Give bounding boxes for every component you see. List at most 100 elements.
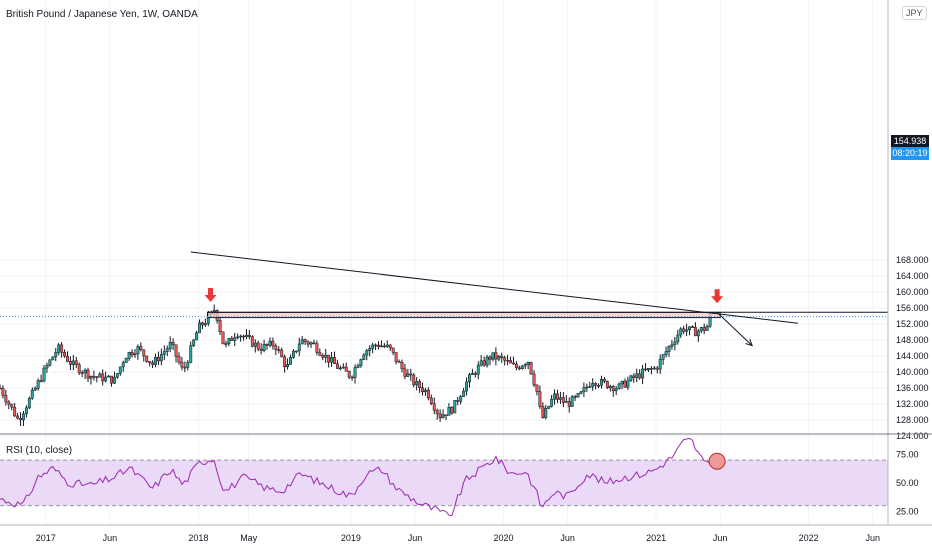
candle-body xyxy=(104,376,108,382)
rsi-band xyxy=(0,459,888,507)
candle-body xyxy=(42,367,46,382)
candle-body xyxy=(306,341,310,345)
resistance-zone xyxy=(207,311,721,319)
candle-body xyxy=(617,383,621,389)
candle-body xyxy=(359,359,363,367)
candle-body xyxy=(242,335,245,338)
candle-body xyxy=(362,354,366,360)
candle-body xyxy=(667,346,671,352)
y-tick-label: 148.000 xyxy=(896,335,929,345)
candle-body xyxy=(271,340,275,347)
candle-body xyxy=(673,341,677,345)
candle-body xyxy=(80,372,84,374)
candle-body xyxy=(421,387,424,393)
candle-body xyxy=(512,362,515,365)
x-tick-label: 2019 xyxy=(341,533,361,543)
candle-body xyxy=(391,347,395,353)
candle-body xyxy=(22,413,25,421)
candle-body xyxy=(664,351,668,356)
countdown-label: 08:20:19 xyxy=(891,147,929,160)
currency-badge[interactable]: JPY xyxy=(902,6,927,20)
candle-body xyxy=(19,417,22,421)
candle-body xyxy=(89,375,93,379)
candle-body xyxy=(268,340,272,346)
y-tick-label: 124.000 xyxy=(896,431,929,441)
candle-body xyxy=(605,381,609,389)
candle-body xyxy=(233,337,237,341)
candle-body xyxy=(685,329,689,332)
candle-body xyxy=(321,355,325,358)
candle-body xyxy=(189,345,193,363)
candle-body xyxy=(679,328,683,336)
candle-body xyxy=(71,360,75,365)
x-tick-label: 2022 xyxy=(799,533,819,543)
candle-body xyxy=(101,373,105,382)
candle-body xyxy=(13,406,17,417)
candle-body xyxy=(142,349,146,357)
candle-body xyxy=(644,368,647,371)
candle-body xyxy=(171,341,175,346)
y-tick-label: 144.000 xyxy=(896,351,929,361)
x-tick-label: 2017 xyxy=(36,533,56,543)
chart-title: British Pound / Japanese Yen, 1W, OANDA xyxy=(6,9,198,20)
candle-body xyxy=(330,357,334,363)
candle-body xyxy=(602,378,606,382)
candle-body xyxy=(585,386,589,389)
candle-body xyxy=(239,335,243,338)
candle-body xyxy=(259,348,263,351)
candle-body xyxy=(450,406,454,414)
candle-body xyxy=(638,373,642,379)
rsi-band-fill xyxy=(0,460,888,506)
grid-lines xyxy=(0,0,888,525)
rsi-series xyxy=(0,437,726,517)
candle-body xyxy=(247,334,251,337)
candle-body xyxy=(124,358,128,363)
candle-body xyxy=(400,362,404,370)
candle-body xyxy=(245,334,248,337)
candle-body xyxy=(277,349,281,351)
rsi-line xyxy=(0,437,711,517)
candle-body xyxy=(68,361,72,365)
x-tick-label: May xyxy=(240,533,258,543)
candle-body xyxy=(60,344,64,353)
candle-body xyxy=(453,400,457,414)
candle-body xyxy=(312,342,316,345)
x-tick-label: Jun xyxy=(560,533,575,543)
candle-body xyxy=(341,366,345,369)
candle-body xyxy=(705,326,709,331)
candle-body xyxy=(561,397,565,403)
candle-body xyxy=(36,380,40,389)
candle-body xyxy=(468,374,471,383)
candle-body xyxy=(465,381,468,392)
candle-body xyxy=(600,378,603,386)
candle-body xyxy=(4,395,8,403)
candle-body xyxy=(365,350,369,356)
candle-body xyxy=(294,350,298,353)
candle-body xyxy=(127,352,131,359)
candle-body xyxy=(198,322,201,334)
candle-body xyxy=(291,350,295,358)
candle-body xyxy=(118,366,122,374)
candle-body xyxy=(470,373,474,375)
candle-body xyxy=(24,407,28,415)
candle-body xyxy=(183,366,187,369)
candle-body xyxy=(39,380,43,382)
down-arrow-icon xyxy=(711,289,724,304)
candle-body xyxy=(614,388,618,392)
candle-body xyxy=(409,373,413,376)
candle-body xyxy=(588,386,592,388)
rsi-title: RSI (10, close) xyxy=(6,445,73,456)
candle-body xyxy=(473,373,477,375)
candle-body xyxy=(632,375,636,379)
projection-arrow-head xyxy=(745,338,754,347)
candle-body xyxy=(315,343,319,353)
x-tick-label: 2018 xyxy=(188,533,208,543)
candle-body xyxy=(77,364,81,373)
candle-body xyxy=(429,397,433,404)
annotations xyxy=(0,251,888,347)
candle-body xyxy=(86,369,90,379)
candle-body xyxy=(415,381,419,386)
candle-body xyxy=(699,327,703,332)
